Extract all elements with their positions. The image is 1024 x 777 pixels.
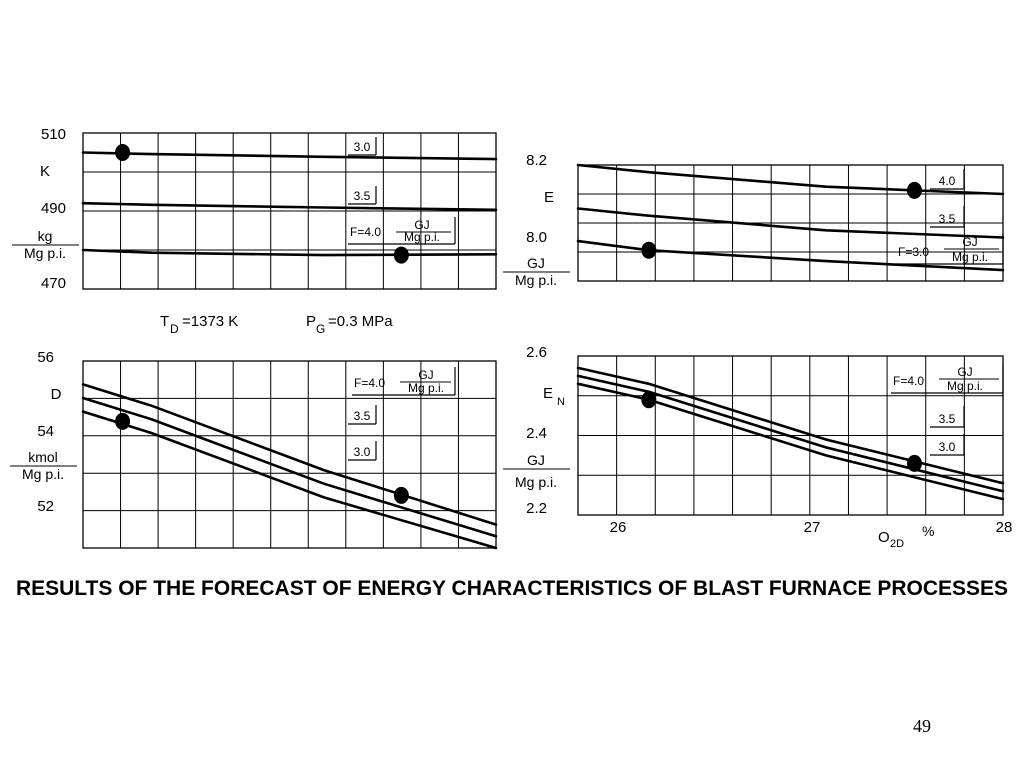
x-axis-label: O <box>878 529 890 546</box>
series-label-unit-num: GJ <box>957 365 972 379</box>
pg-label: P <box>306 313 316 330</box>
y-tick-label: 56 <box>37 349 54 366</box>
series-line <box>81 248 498 257</box>
series-label: 3.0 <box>939 440 956 454</box>
conditions-text: T D =1373 K P G =0.3 MPa <box>160 313 393 336</box>
y-axis-symbol: E <box>543 385 553 402</box>
y-tick-label: 510 <box>41 126 66 143</box>
grid-lines <box>83 361 496 548</box>
series-label-unit-den: Mg p.i. <box>408 381 444 395</box>
grid-lines <box>83 133 496 289</box>
y-tick-label: 8.2 <box>526 152 547 169</box>
y-tick-label: 8.0 <box>526 229 547 246</box>
series-label: 3.0 <box>354 445 371 459</box>
td-sub: D <box>170 322 179 336</box>
y-tick-label: 2.2 <box>526 500 547 517</box>
y-axis-symbol: E <box>544 189 554 206</box>
y-unit-numerator: GJ <box>527 452 545 468</box>
data-point-marker <box>393 486 409 504</box>
series-label: 3.5 <box>939 412 956 426</box>
series-label-unit-num: GJ <box>418 368 433 382</box>
plot-frame <box>577 164 1004 282</box>
data-point-marker <box>641 241 657 259</box>
y-unit-denominator: Mg p.i. <box>515 474 557 490</box>
x-tick-label: 27 <box>804 519 821 536</box>
x-tick-label: 28 <box>996 519 1013 536</box>
y-tick-label: 2.4 <box>526 425 547 442</box>
data-point-marker <box>115 144 131 161</box>
y-axis-symbol: D <box>51 386 62 403</box>
x-axis-unit: % <box>922 523 934 539</box>
series-line <box>81 383 498 526</box>
series-line <box>576 207 1005 239</box>
data-point-marker <box>906 181 922 199</box>
series-line <box>576 382 1005 501</box>
slide-caption: RESULTS OF THE FORECAST OF ENERGY CHARAC… <box>15 577 1009 600</box>
series-line <box>81 396 498 538</box>
y-unit-numerator: GJ <box>527 255 545 271</box>
series-label-unit-num: GJ <box>962 235 977 249</box>
series-label-unit-den: Mg p.i. <box>952 250 988 264</box>
series-label: 3.5 <box>939 212 956 226</box>
td-label: T <box>160 313 169 330</box>
series-label: F=3.0 <box>898 245 929 259</box>
plot-frame <box>577 355 1004 516</box>
plot-frame <box>82 360 497 549</box>
y-tick-label: 490 <box>41 200 66 217</box>
series-label: F=4.0 <box>350 225 381 239</box>
series-label-unit-den: Mg p.i. <box>947 379 983 393</box>
series-label: 3.0 <box>354 140 371 154</box>
pg-sub: G <box>316 322 325 336</box>
series-line <box>81 201 498 212</box>
pg-value: =0.3 MPa <box>328 313 393 330</box>
series-line <box>576 239 1005 272</box>
series-label-unit-num: GJ <box>414 218 429 232</box>
y-tick-label: 54 <box>37 423 54 440</box>
data-point-marker <box>393 246 409 264</box>
series-line <box>81 151 498 161</box>
y-axis-symbol-sub: N <box>557 396 565 408</box>
td-value: =1373 K <box>182 313 238 330</box>
y-axis-symbol: K <box>40 163 50 180</box>
y-unit-denominator: Mg p.i. <box>515 272 557 288</box>
series-label: 3.5 <box>354 409 371 423</box>
x-axis-label-sub: 2D <box>890 538 904 550</box>
series-label-unit-den: Mg p.i. <box>404 230 440 244</box>
y-unit-denominator: Mg p.i. <box>24 245 66 261</box>
y-tick-label: 470 <box>41 275 66 292</box>
series-label: 3.5 <box>354 189 371 203</box>
y-unit-numerator: kmol <box>28 449 58 465</box>
y-tick-label: 52 <box>37 498 54 515</box>
series-line <box>81 410 498 550</box>
data-point-marker <box>115 412 131 430</box>
slide-number: 49 <box>913 716 931 736</box>
data-point-marker <box>906 454 922 472</box>
y-tick-label: 2.6 <box>526 344 547 361</box>
y-unit-numerator: kg <box>38 228 53 244</box>
series-label: F=4.0 <box>354 376 385 390</box>
series-label: 4.0 <box>939 174 956 188</box>
data-point-marker <box>641 391 657 409</box>
y-unit-denominator: Mg p.i. <box>22 466 64 482</box>
series-label: F=4.0 <box>893 374 924 388</box>
x-tick-label: 26 <box>610 519 627 536</box>
